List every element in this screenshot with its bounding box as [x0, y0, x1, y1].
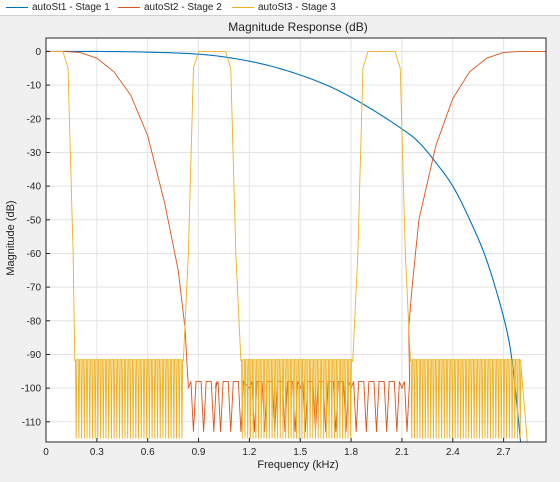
x-tick-label: 2.7 [497, 447, 511, 458]
series-line [46, 51, 546, 442]
y-tick-label: -30 [27, 148, 42, 159]
legend-label: autoSt1 - Stage 1 [32, 2, 110, 13]
y-tick-label: -20 [27, 114, 42, 125]
x-tick-label: 0.9 [192, 447, 206, 458]
y-tick-label: -110 [22, 417, 42, 428]
y-tick-label: -90 [27, 350, 42, 361]
x-tick-label: 1.5 [293, 447, 307, 458]
axes-border [45, 37, 547, 443]
legend-label: autoSt2 - Stage 2 [144, 2, 222, 13]
y-tick-label: -60 [27, 249, 42, 260]
y-tick-label: 0 [35, 47, 41, 58]
x-tick-label: 1.8 [344, 447, 358, 458]
y-tick-label: -100 [21, 384, 41, 395]
x-tick-label: 0 [43, 447, 49, 458]
y-tick-label: -10 [27, 81, 42, 92]
chart-area: 0 0.3 0.6 0.9 1.2 1.5 1.8 2.1 2.4 2.7 0 -10 -20 -30 -4… [0, 16, 560, 477]
legend-swatch [232, 7, 254, 8]
y-tick-label: -40 [27, 182, 42, 193]
x-tick-label: 2.1 [395, 447, 409, 458]
series-line [46, 50, 522, 442]
legend-item[interactable]: autoSt1 - Stage 1 [6, 1, 110, 14]
series-line [46, 51, 546, 432]
x-tick-label: 1.2 [242, 447, 256, 458]
x-axis-label: Frequency (kHz) [257, 459, 338, 471]
y-tick-label: -80 [27, 316, 42, 327]
x-tick-label: 2.4 [446, 447, 460, 458]
y-axis-label: Magnitude (dB) [5, 200, 17, 275]
legend-label: autoSt3 - Stage 3 [258, 2, 336, 13]
y-tick-label: -70 [27, 283, 42, 294]
legend-item[interactable]: autoSt3 - Stage 3 [232, 1, 336, 14]
legend-item[interactable]: autoSt2 - Stage 2 [118, 1, 222, 14]
x-tick-label: 0.3 [90, 447, 104, 458]
legend: autoSt1 - Stage 1 autoSt2 - Stage 2 autoSt… [0, 0, 560, 16]
magnitude-response-chart: 0 0.3 0.6 0.9 1.2 1.5 1.8 2.1 2.4 2.7 0 -10 -20 -30 -4… [5, 20, 547, 471]
x-tick-label: 0.6 [141, 447, 155, 458]
y-tick-label: -50 [27, 215, 42, 226]
legend-swatch [118, 7, 140, 8]
chart-title: Magnitude Response (dB) [228, 20, 367, 34]
legend-swatch [6, 7, 28, 8]
